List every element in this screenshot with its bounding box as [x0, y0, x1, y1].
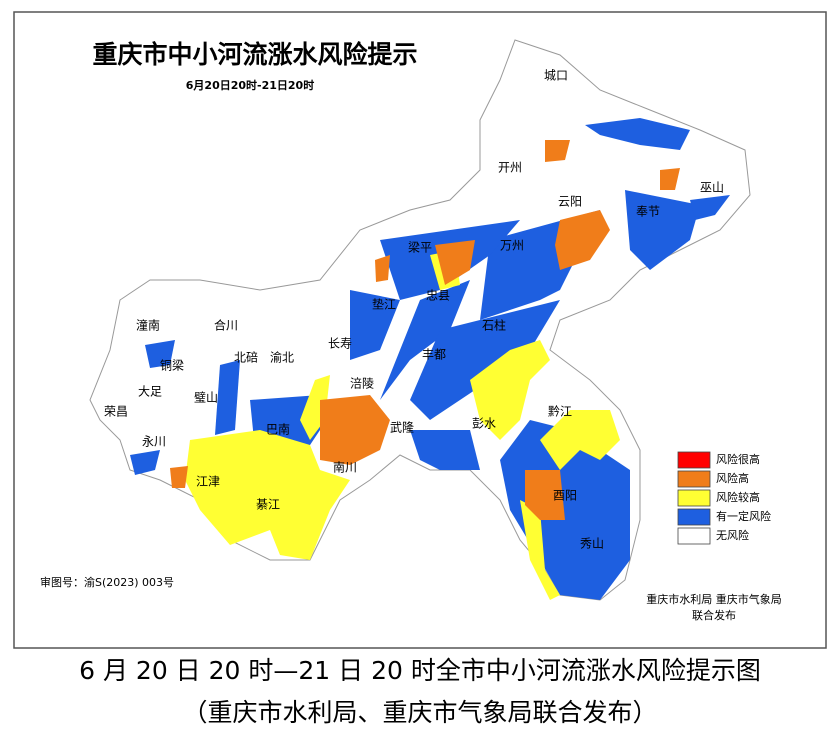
place-label: 长寿	[328, 337, 352, 351]
publisher: 联合发布	[692, 608, 736, 622]
caption: （重庆市水利局、重庆市气象局联合发布）	[182, 698, 657, 727]
place-label: 璧山	[194, 390, 218, 405]
place-label: 奉节	[636, 205, 660, 219]
caption: 6 月 20 日 20 时—21 日 20 时全市中小河流涨水风险提示图	[79, 656, 761, 685]
region	[545, 140, 570, 162]
place-label: 大足	[138, 385, 162, 399]
legend-swatch	[677, 451, 711, 469]
map-subtitle: 6月20日20时-21日20时	[186, 78, 314, 92]
place-label: 云阳	[558, 195, 582, 209]
place-label: 巫山	[700, 181, 724, 195]
region	[320, 395, 390, 465]
legend-label: 无风险	[716, 528, 749, 542]
regions	[89, 39, 751, 601]
place-label: 梁平	[408, 240, 432, 255]
legend-label: 风险高	[716, 471, 749, 485]
region	[625, 190, 700, 270]
place-label: 垫江	[372, 297, 396, 312]
legend-swatch	[677, 508, 711, 526]
place-label: 丰都	[422, 348, 446, 362]
region	[410, 430, 480, 470]
region	[130, 450, 160, 475]
region	[215, 360, 240, 435]
region	[410, 300, 560, 420]
region	[525, 470, 565, 520]
region	[380, 280, 470, 400]
place-label: 石柱	[482, 318, 506, 333]
region	[660, 168, 680, 190]
place-label: 酉阳	[553, 489, 577, 503]
place-label: 忠县	[426, 289, 450, 303]
place-label: 黔江	[548, 404, 572, 419]
region	[300, 375, 330, 440]
place-label: 秀山	[580, 537, 604, 551]
place-label: 彭水	[472, 417, 496, 431]
place-label: 巴南	[266, 422, 290, 437]
region	[555, 210, 610, 270]
place-label: 荣昌	[104, 405, 128, 419]
region	[520, 500, 560, 600]
region	[435, 240, 475, 285]
map-code: 审图号：渝S(2023) 003号	[40, 575, 174, 589]
legend-swatch	[677, 470, 711, 488]
place-label: 开州	[498, 161, 522, 175]
place-label: 永川	[142, 435, 166, 449]
place-label: 渝北	[270, 350, 294, 365]
publisher: 重庆市水利局 重庆市气象局	[646, 592, 782, 606]
region	[470, 340, 550, 440]
region	[690, 195, 730, 220]
region	[350, 290, 400, 360]
legend-label: 有一定风险	[716, 509, 771, 523]
legend-swatch	[677, 527, 711, 545]
region	[375, 255, 390, 282]
place-label: 潼南	[136, 318, 160, 333]
place-label: 江津	[196, 475, 220, 489]
place-label: 綦江	[256, 498, 280, 512]
legend-label: 风险较高	[716, 490, 760, 504]
place-label: 北碚	[234, 350, 258, 365]
region	[540, 410, 620, 470]
place-label: 涪陵	[350, 376, 374, 391]
place-labels: 城口 开州 云阳 巫山 奉节 万州 梁平 忠县 石柱 垫江 长寿 涪陵 丰都 彭…	[104, 69, 724, 551]
place-label: 城口	[544, 69, 568, 83]
place-label: 万州	[500, 239, 524, 253]
region	[185, 430, 350, 560]
legend-label: 风险很高	[716, 452, 760, 466]
place-label: 合川	[214, 318, 238, 333]
place-label: 武隆	[390, 420, 414, 435]
place-label: 铜梁	[160, 358, 184, 373]
region	[500, 420, 630, 600]
map-title: 重庆市中小河流涨水风险提示	[92, 40, 417, 69]
place-label: 南川	[333, 460, 357, 475]
region	[585, 118, 690, 150]
region	[170, 466, 188, 488]
legend-swatch	[677, 489, 711, 507]
region	[145, 340, 175, 368]
